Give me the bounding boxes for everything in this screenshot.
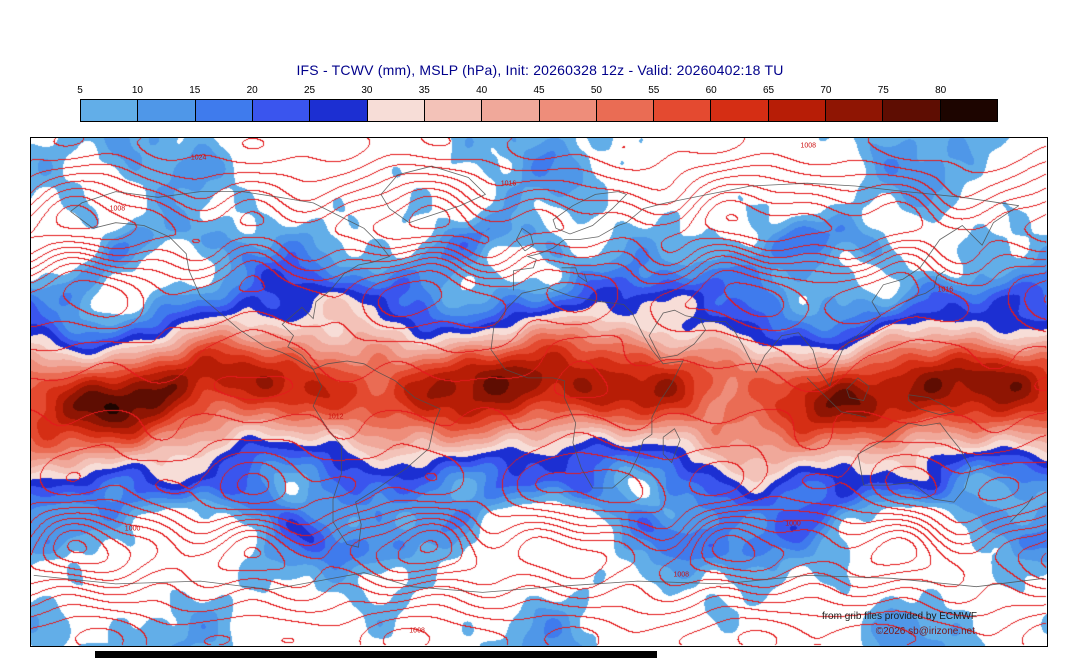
coastline-path [905,270,946,303]
coastline-path [665,182,1019,207]
coastline-path [70,211,314,370]
coastline-path [908,394,955,416]
colorbar-tick-labels: 5 10 15 20 25 30 35 40 45 50 55 60 65 70 75 80 [77,85,998,98]
contour-label: 1008 [800,142,817,150]
chart-title: IFS - TCWV (mm), MSLP (hPa), Init: 20260… [296,62,784,78]
colorbar-segment [711,100,769,121]
colorbar-segment [138,100,196,121]
coastline-path [33,572,1045,593]
colorbar-tick-label: 55 [648,85,660,96]
coastline-path [490,287,684,489]
contour-label: 1008 [409,627,425,635]
map-canvas [31,138,1047,646]
contour-label: 1008 [109,205,126,213]
colorbar-scale [80,99,998,122]
coastline-path [648,309,831,387]
colorbar-tick-label: 40 [476,85,488,96]
colorbar-tick-label: 30 [361,85,373,96]
colorbar-segment [940,100,997,121]
colorbar-segment [826,100,884,121]
colorbar-tick-label: 80 [935,85,947,96]
colorbar-tick-label: 5 [77,85,83,96]
colorbar-tick-label: 25 [303,85,316,96]
colorbar-tick-label: 45 [533,85,545,96]
credit-copyright: ©2026 sb@irizone.net [875,626,975,637]
coastline-path [552,191,628,235]
colorbar-tick-label: 60 [705,85,717,96]
colorbar-tick-label: 75 [877,85,889,96]
coastline-path [806,377,867,418]
colorbar-tick-label: 20 [246,85,258,96]
coastline-path [1010,496,1034,523]
colorbar-segment [81,100,139,121]
coastline-path [515,227,534,252]
colorbar-segment [654,100,712,121]
colorbar-segment [883,100,941,121]
colorbar-segment [596,100,655,121]
coastline-path [561,267,588,283]
colorbar-tick-label: 65 [762,85,775,96]
colorbar-tick-label: 70 [820,85,832,96]
colorbar-segment [252,100,311,121]
contour-label: 1000 [785,520,801,528]
coastline-path [70,191,391,370]
coastline-path [312,360,441,548]
coastline-path [380,165,487,224]
map-panel: 1024 1008 1008 1016 1016 1012 1000 1000 1008 1008… [30,137,1048,647]
colorbar-segment [367,100,425,121]
bottom-black-bar [95,651,657,658]
credit-ecmwf: from grib files provided by ECMWF [821,611,977,622]
colorbar-tick-label: 15 [189,85,201,96]
colorbar-segment [195,100,253,121]
colorbar-segment [768,100,827,121]
coastline-overlay [33,165,1045,593]
colorbar-tick-label: 50 [590,85,602,96]
colorbar: 5 10 15 20 25 30 35 40 45 50 55 60 65 70 75 80 [77,85,998,122]
contour-label: 1024 [190,154,207,162]
contour-label: 1016 [500,180,517,188]
contour-label: 1000 [124,525,141,533]
colorbar-tick-label: 10 [131,85,143,96]
coastline-path [857,422,972,503]
coastline-path [513,202,667,291]
coastline-path [662,428,681,464]
colorbar-segment [310,100,368,121]
coastline-path [829,205,1020,387]
contour-label: 1016 [937,286,954,294]
colorbar-segment [424,100,483,121]
colorbar-segment [539,100,597,121]
contour-label: 1012 [328,413,344,421]
colorbar-segment [482,100,540,121]
colorbar-tick-label: 35 [418,85,430,96]
contour-label: 1008 [673,571,690,579]
coastline-path [846,377,870,401]
